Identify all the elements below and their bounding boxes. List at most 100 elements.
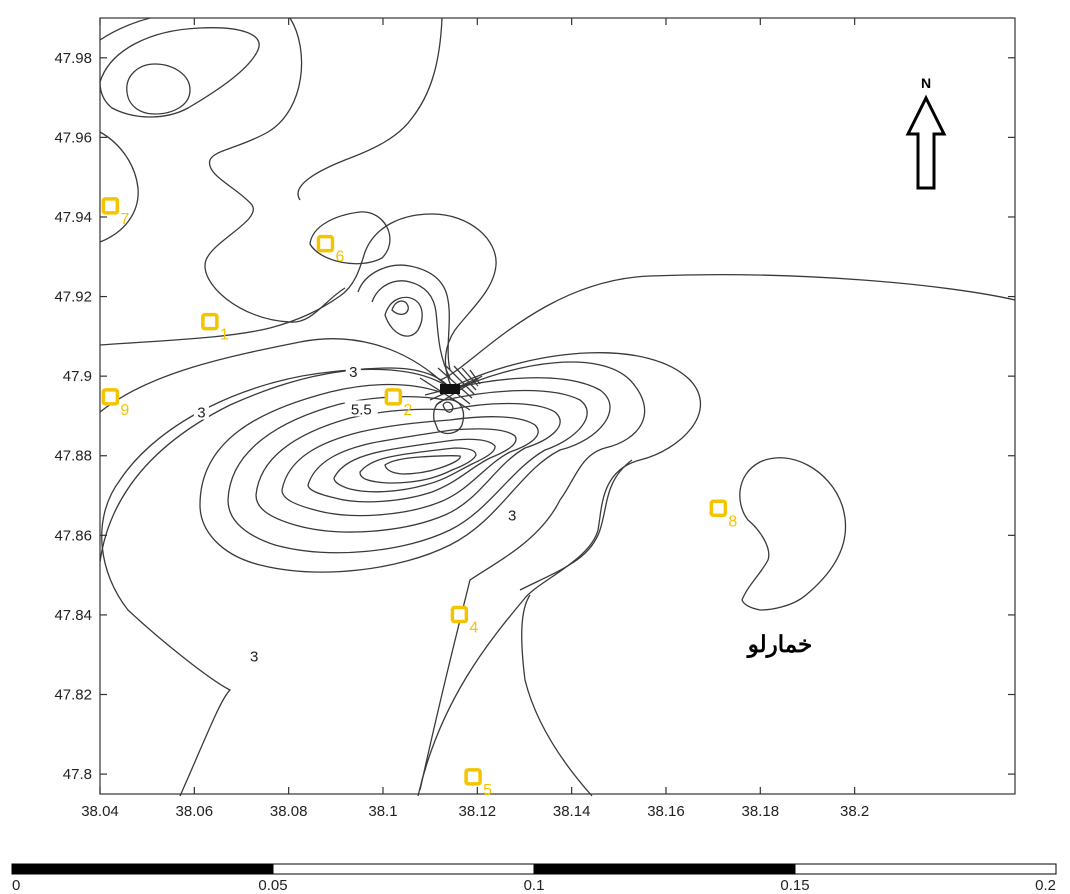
well-marker: 8 — [709, 499, 737, 530]
scale-labels: 0 0.05 0.1 0.15 0.2 — [12, 877, 1056, 894]
y-tick-label: 47.92 — [54, 289, 92, 306]
well-label: 5 — [483, 782, 492, 799]
contour-line — [419, 361, 646, 791]
scale-label: 0.1 — [524, 877, 545, 894]
contour-line — [359, 447, 477, 484]
contour-line — [126, 63, 191, 115]
y-tick-label: 47.94 — [54, 209, 92, 226]
scale-segment — [794, 863, 1057, 875]
y-tick-label: 47.9 — [63, 368, 92, 385]
scale-segment — [272, 863, 535, 875]
y-axis: 47.9847.9647.9447.9247.947.8847.8647.844… — [54, 50, 1015, 783]
well-marker: 1 — [201, 312, 229, 344]
north-arrow: N — [905, 75, 947, 190]
contour-label: 3 — [508, 508, 516, 525]
scale-label: 0.15 — [780, 877, 809, 894]
well-marker: 2 — [384, 388, 412, 419]
x-tick-label: 38.14 — [553, 803, 591, 820]
contour-label-bg — [344, 400, 378, 417]
well-marker: 7 — [101, 197, 129, 228]
y-tick-label: 47.8 — [63, 766, 92, 783]
well-label: 7 — [120, 211, 129, 228]
contour-line — [521, 594, 593, 797]
scale-bar — [11, 863, 1057, 875]
scale-label: 0.2 — [1035, 877, 1056, 894]
contour-line — [99, 352, 702, 797]
place-name: خمارلو — [746, 631, 813, 659]
contour-line — [309, 211, 391, 265]
contour-label-bg — [246, 647, 262, 664]
contour-label: 3 — [349, 364, 357, 381]
y-tick-label: 47.88 — [54, 448, 92, 465]
contour-label-bg — [504, 506, 520, 523]
contour-line — [307, 428, 517, 503]
well-label: 8 — [728, 513, 737, 530]
contour-line — [99, 27, 260, 118]
well-label: 6 — [335, 249, 344, 266]
contour-line — [281, 416, 539, 517]
well-square-icon — [101, 197, 120, 215]
contour-line — [99, 131, 139, 243]
contour-line — [333, 438, 496, 493]
contour-line — [227, 389, 588, 554]
contour-line — [442, 401, 454, 413]
well-square-icon — [316, 234, 335, 253]
contour-line — [519, 459, 633, 591]
well-square-icon — [101, 388, 120, 406]
contour-line — [433, 399, 465, 435]
contour-line — [357, 264, 451, 371]
well-square-icon — [384, 388, 403, 406]
x-tick-label: 38.1 — [368, 803, 397, 820]
x-tick-label: 38.2 — [840, 803, 869, 820]
well-square-icon — [450, 605, 469, 624]
well-marker: 4 — [450, 605, 478, 637]
contour-labels: 3 3 5.5 3 3 — [193, 362, 520, 666]
contour-line — [384, 296, 423, 337]
y-tick-label: 47.98 — [54, 50, 92, 67]
well-label: 4 — [469, 620, 478, 637]
contour-line — [297, 17, 443, 201]
x-tick-label: 38.18 — [742, 803, 780, 820]
contour-line — [255, 402, 561, 533]
y-tick-label: 47.84 — [54, 607, 92, 624]
contour-label: 3 — [250, 649, 258, 666]
contour-line — [99, 17, 151, 41]
well-label: 2 — [403, 402, 412, 419]
arrow-up-icon — [905, 94, 947, 190]
contour-line — [384, 454, 461, 475]
y-tick-label: 47.96 — [54, 129, 92, 146]
contour-line — [99, 273, 1016, 413]
contour-lines — [99, 17, 1016, 797]
contour-line — [99, 213, 497, 389]
contour-label-bg — [345, 362, 361, 379]
contour-line — [101, 368, 446, 797]
north-label: N — [921, 75, 931, 91]
x-tick-label: 38.08 — [270, 803, 308, 820]
contour-line — [204, 17, 346, 323]
well-marker: 5 — [464, 768, 492, 799]
contour-line — [199, 377, 611, 573]
y-tick-label: 47.86 — [54, 527, 92, 544]
contour-label: 3 — [197, 405, 205, 422]
x-tick-label: 38.16 — [647, 803, 685, 820]
x-tick-label: 38.06 — [176, 803, 214, 820]
map-frame — [99, 17, 1016, 795]
contour-line — [739, 457, 847, 611]
well-marker: 6 — [316, 234, 344, 266]
well-square-icon — [464, 768, 482, 786]
well-label: 1 — [220, 327, 229, 344]
contour-line — [371, 280, 451, 379]
well-label: 9 — [120, 402, 129, 419]
well-square-icon — [201, 312, 219, 331]
y-tick-label: 47.82 — [54, 687, 92, 704]
scale-segment — [11, 863, 274, 875]
contour-label: 5.5 — [351, 401, 372, 418]
well-square-icon — [709, 499, 728, 518]
well-marker: 9 — [101, 388, 129, 419]
contour-convergence — [419, 365, 483, 411]
x-tick-label: 38.12 — [459, 803, 497, 820]
x-tick-label: 38.04 — [81, 803, 119, 820]
contour-label-bg — [193, 403, 209, 420]
x-axis: 38.04 38.06 38.08 38.1 38.12 38.14 38.16 38.18 3… — [81, 18, 869, 820]
